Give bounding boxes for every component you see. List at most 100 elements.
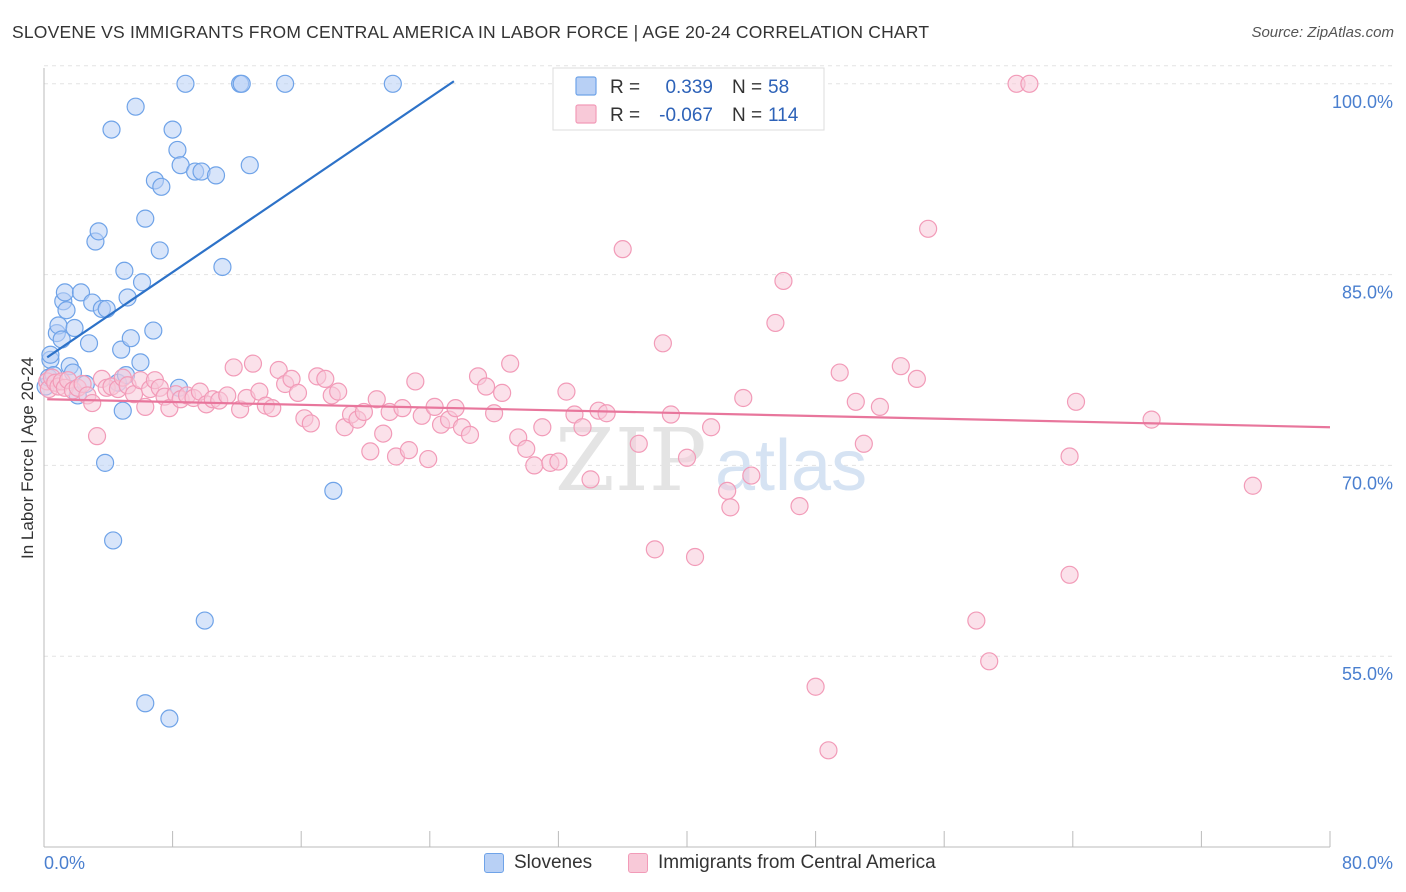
legend-label-central-america: Immigrants from Central America [658, 852, 936, 873]
central-america-point [790, 497, 809, 516]
central-america-point [1243, 476, 1262, 495]
stats-legend-box [552, 67, 825, 131]
slovene-point [206, 166, 226, 185]
slovene-point [195, 611, 214, 630]
central-america-point [967, 611, 986, 630]
central-america-point [557, 382, 576, 401]
central-america-point [301, 414, 320, 433]
stats-swatch [575, 76, 597, 96]
central-america-point [517, 439, 536, 458]
central-america-point [549, 452, 568, 471]
central-america-point [243, 354, 263, 373]
legend-swatch-central-america [628, 853, 648, 873]
slovene-point [104, 531, 123, 550]
slovene-point [115, 261, 134, 280]
slovene-point [65, 318, 84, 338]
central-america-point [460, 425, 480, 444]
y-tick-label: 100.0% [1332, 92, 1393, 112]
slovene-point [144, 321, 163, 340]
central-america-point [846, 392, 865, 411]
source-credit: Source: ZipAtlas.com [1251, 24, 1394, 41]
central-america-point [685, 547, 705, 567]
slovene-point [121, 329, 140, 348]
central-america-point [1060, 447, 1079, 466]
central-america-point [854, 434, 873, 453]
central-america-point [919, 219, 938, 238]
central-america-point [806, 677, 825, 696]
slovene-point [276, 74, 295, 93]
y-tick-label: 85.0% [1342, 283, 1393, 303]
slovene-point [383, 74, 402, 93]
slovene-point [136, 209, 155, 228]
central-america-point [742, 466, 761, 485]
central-america-point [399, 441, 419, 460]
trend-lines [46, 80, 1331, 429]
slovene-point [97, 299, 116, 319]
stats-n-value: 58 [768, 77, 789, 98]
stats-swatch [575, 104, 597, 124]
slovene-point [126, 97, 145, 116]
central-america-point [374, 424, 393, 443]
central-america-point [734, 388, 753, 408]
slovene-point [89, 222, 108, 241]
central-america-point [573, 418, 592, 437]
central-america-point [367, 390, 386, 409]
slovene-point [55, 283, 74, 302]
stats-legend: R = 0.339 N = 58 R = -0.067 N = 114 [552, 67, 825, 131]
central-america-point [677, 448, 697, 467]
legend-label-slovenes: Slovenes [514, 852, 593, 873]
slovene-point [136, 694, 155, 713]
central-america-point [774, 271, 793, 291]
central-america-point [629, 434, 648, 453]
central-america-point [485, 404, 504, 423]
central-america-point [288, 383, 308, 402]
central-america-point [1066, 392, 1086, 411]
central-america-point [218, 386, 237, 405]
watermark-atlas: atlas [715, 426, 867, 506]
x-tick-label-max: 80.0% [1342, 853, 1393, 873]
slovene-point [176, 74, 195, 93]
central-america-point [316, 369, 335, 389]
stats-r-value: -0.067 [659, 105, 713, 126]
slovene-point [132, 273, 152, 292]
central-america-trend-line [47, 398, 1331, 429]
slovene-point [163, 120, 182, 139]
stats-n-label: N = [732, 105, 762, 126]
legend-item-slovenes: Slovenes [484, 852, 592, 874]
legend-swatch-slovenes [484, 853, 504, 873]
central-america-point [907, 369, 926, 389]
central-america-point [525, 456, 544, 475]
central-america-point [87, 427, 107, 446]
stats-n-value: 114 [768, 105, 799, 126]
central-america-point [83, 393, 102, 413]
x-tick-label-min: 0.0% [44, 853, 85, 873]
central-america-point [406, 372, 425, 391]
central-america-point [329, 382, 348, 401]
chart-title: SLOVENE VS IMMIGRANTS FROM CENTRAL AMERI… [12, 22, 930, 42]
slovene-point [102, 120, 121, 139]
slovene-point [79, 334, 99, 353]
axes [43, 68, 1331, 848]
central-america-point [613, 240, 632, 259]
central-america-point [661, 405, 681, 424]
stats-r-value: 0.339 [665, 77, 713, 98]
legend-item-central-america: Immigrants from Central America [628, 852, 936, 874]
slovene-point [213, 257, 232, 277]
central-america-point [1142, 410, 1161, 429]
slovene-point [152, 177, 171, 196]
central-america-point [501, 354, 520, 373]
y-tick-label: 70.0% [1342, 473, 1393, 493]
slovene-point [324, 481, 343, 500]
central-america-point [533, 418, 552, 437]
slovene-point [57, 301, 76, 320]
central-america-point [980, 652, 999, 671]
central-america-point [493, 383, 512, 402]
central-america-point [581, 470, 600, 489]
slovene-point [95, 453, 115, 472]
slovene-point [113, 401, 132, 420]
series-legend: Slovenes Immigrants from Central America [0, 850, 1406, 880]
central-america-point [476, 377, 496, 396]
x-tick-labels: 0.0% 80.0% [44, 853, 1393, 873]
slovene-point [160, 709, 179, 728]
